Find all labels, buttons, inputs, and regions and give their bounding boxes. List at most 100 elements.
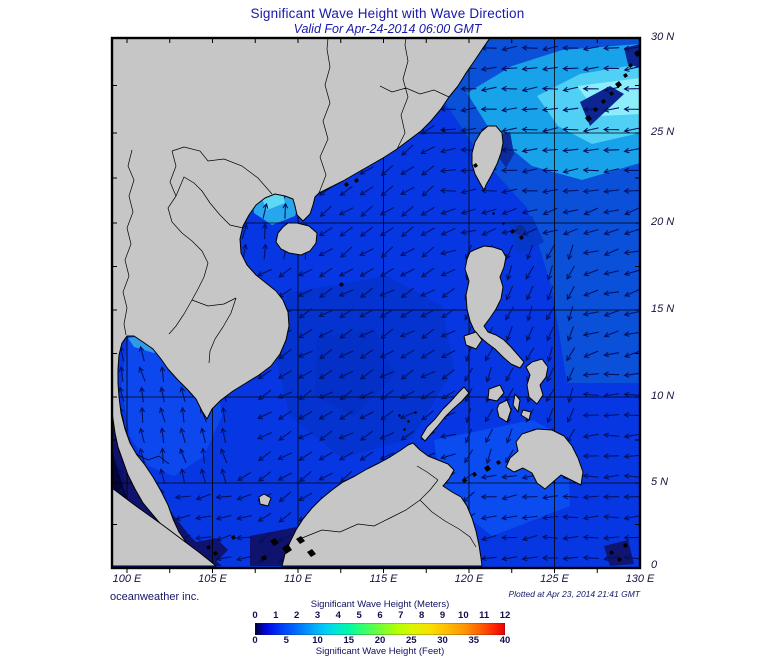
wave-arrow — [623, 249, 640, 256]
wave-arrow — [623, 453, 640, 460]
lon-tick-label: 105 E — [198, 573, 227, 585]
wave-arrow — [603, 208, 620, 215]
wave-arrow — [420, 390, 435, 400]
wave-arrow — [603, 45, 620, 51]
wave-arrow — [159, 468, 166, 484]
wave-arrow — [441, 287, 455, 298]
lon-tick-label: 110 E — [284, 573, 312, 585]
wave-arrow — [338, 207, 354, 216]
wave-arrow — [567, 305, 574, 322]
wave-arrow — [465, 407, 472, 424]
wave-arrow — [339, 308, 353, 319]
wave-arrow — [566, 408, 575, 424]
wave-arrow — [623, 514, 640, 521]
wave-arrow — [582, 45, 599, 52]
wave-arrow — [400, 349, 415, 359]
wave-arrow — [319, 348, 333, 360]
wave-arrow — [603, 188, 620, 194]
wave-arrow — [460, 127, 477, 133]
wave-arrow — [299, 471, 312, 483]
wave-arrow — [582, 66, 599, 72]
wave-arrow — [603, 310, 619, 318]
wave-arrow — [500, 167, 518, 174]
wave-arrow — [562, 126, 579, 133]
wave-arrow — [460, 208, 477, 215]
feet-tick-label: 5 — [283, 635, 289, 646]
wave-arrow — [199, 427, 207, 444]
wave-arrow — [399, 330, 415, 338]
wave-arrow — [603, 290, 620, 297]
wave-arrow — [338, 289, 354, 297]
wave-arrow — [602, 371, 620, 378]
wave-arrow — [420, 146, 435, 155]
land-taiwan — [471, 125, 504, 191]
wave-arrow — [379, 452, 395, 461]
wave-arrow — [480, 555, 497, 562]
wave-arrow — [401, 226, 414, 238]
wave-arrow — [421, 165, 435, 176]
wave-arrow — [501, 229, 518, 235]
lon-tick-label: 100 E — [112, 573, 142, 585]
wave-arrow — [338, 268, 354, 277]
wave-arrow — [541, 555, 558, 561]
wave-arrow — [242, 243, 248, 260]
wave-arrow — [358, 330, 374, 338]
wave-arrow — [401, 144, 414, 156]
land-panay — [487, 384, 505, 402]
wave-arrow — [623, 473, 640, 479]
feet-tick-label: 40 — [499, 635, 511, 646]
wave-arrow — [277, 370, 292, 379]
wave-arrow — [421, 328, 435, 339]
wave-arrow — [603, 392, 620, 399]
wave-arrow — [501, 85, 518, 92]
wave-arrow — [359, 248, 374, 257]
wave-arrow — [237, 471, 252, 482]
lat-tick-label: 20 N — [651, 216, 675, 228]
wave-arrow — [318, 451, 333, 461]
wave-arrow — [174, 494, 191, 500]
wave-arrow — [380, 390, 394, 400]
wave-arrow — [399, 411, 415, 420]
wave-arrow — [440, 453, 456, 460]
wave-arrow — [118, 468, 125, 484]
wave-arrow — [359, 451, 374, 461]
feet-tick-label: 0 — [252, 635, 258, 646]
wave-arrow — [420, 124, 435, 135]
wave-arrow — [623, 372, 640, 378]
wave-arrow — [359, 309, 374, 318]
wave-arrow — [562, 188, 579, 194]
wave-arrow — [464, 387, 473, 403]
wave-arrow — [526, 326, 534, 342]
land-luzon — [464, 245, 525, 369]
wave-arrow — [441, 390, 456, 400]
wave-arrow — [562, 514, 579, 520]
wave-arrow — [318, 227, 333, 237]
lat-tick-label: 0 — [651, 559, 658, 571]
wave-arrow — [421, 246, 435, 258]
wave-arrow — [380, 410, 394, 421]
wave-arrow — [603, 270, 620, 276]
wave-arrow — [505, 265, 513, 281]
wave-arrow — [582, 229, 599, 236]
wave-arrow — [623, 147, 640, 154]
wave-arrow — [583, 289, 599, 297]
wave-arrow — [582, 310, 599, 317]
wave-arrow — [521, 65, 538, 72]
wave-arrow — [481, 227, 497, 236]
wave-arrow — [298, 329, 313, 339]
wave-arrow — [582, 412, 599, 419]
wave-arrow — [277, 391, 293, 399]
wave-arrow — [180, 406, 186, 423]
wave-arrow — [505, 367, 514, 382]
wave-arrow — [215, 555, 232, 562]
wave-arrow — [360, 287, 374, 299]
wave-arrow — [380, 246, 394, 258]
wave-arrow — [400, 287, 414, 299]
wave-arrow — [339, 226, 353, 237]
wave-arrow — [159, 427, 166, 444]
wave-arrow — [340, 246, 353, 258]
wave-arrow — [623, 106, 640, 112]
wave-arrow — [440, 350, 456, 359]
wave-arrow — [562, 228, 578, 236]
wave-arrow — [379, 268, 394, 277]
